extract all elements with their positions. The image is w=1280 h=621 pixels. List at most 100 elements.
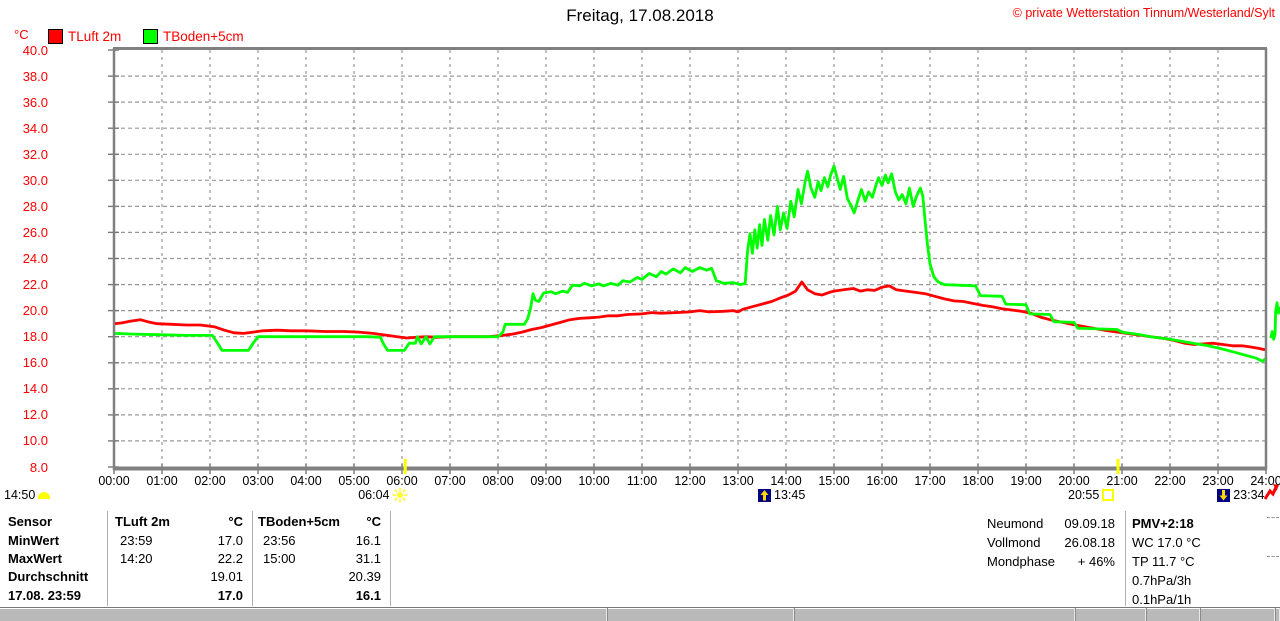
- y-tick-label: 28.0: [22, 198, 48, 214]
- stats-header-s1: TLuft 2m: [115, 514, 170, 529]
- moonset-icon: [1217, 488, 1231, 502]
- moonrise-icon: [758, 488, 771, 502]
- pmv-value: PMV+2:18: [1132, 516, 1194, 531]
- legend-swatch-green: [143, 29, 158, 44]
- stats-row-label: 17.08. 23:59: [8, 588, 82, 603]
- min-s1-time: 23:59: [120, 533, 153, 548]
- mondphase-value: + 46%: [1077, 554, 1115, 569]
- y-tick-label: 26.0: [22, 224, 48, 240]
- page-title: Freitag, 17.08.2018: [566, 6, 714, 25]
- moonrise-prev-marker: 14:50: [4, 488, 51, 502]
- last-s2-value: 16.1: [355, 588, 381, 603]
- y-tick-label: 32.0: [22, 146, 48, 162]
- max-s1-time: 14:20: [120, 551, 153, 566]
- x-tick-label: 02:00: [194, 474, 226, 488]
- vollmond-label: Vollmond: [987, 535, 1041, 550]
- sunrise-time: 06:04: [358, 488, 390, 502]
- x-tick-label: 19:00: [1010, 474, 1042, 488]
- min-s2-value: 16.1: [355, 533, 381, 548]
- table-separator: [1125, 511, 1126, 606]
- legend-swatch-red: [48, 29, 63, 44]
- x-tick-label: 09:00: [530, 474, 562, 488]
- moonset-time: 23:34: [1233, 488, 1265, 502]
- sun-icon: [392, 487, 408, 503]
- moonrise-time: 13:45: [774, 488, 806, 502]
- x-tick-label: 20:00: [1058, 474, 1090, 488]
- status-bar-panel: [1147, 608, 1201, 621]
- sunset-marker: 20:55: [1068, 488, 1115, 502]
- x-tick-label: 01:00: [146, 474, 178, 488]
- legend-item-tboden: TBoden+5cm: [143, 29, 244, 44]
- max-s2-time: 15:00: [263, 551, 296, 566]
- x-tick-label: 00:00: [98, 474, 130, 488]
- y-tick-label: 18.0: [22, 329, 48, 345]
- stats-row-label: Durchschnitt: [8, 569, 89, 584]
- x-tick-label: 05:00: [338, 474, 370, 488]
- max-s1-value: 22.2: [217, 551, 243, 566]
- y-tick-label: 24.0: [22, 251, 48, 266]
- trend-arrow-icon: [1264, 484, 1279, 500]
- legend-label-tboden: TBoden+5cm: [163, 29, 244, 44]
- legend-item-tluft: TLuft 2m: [48, 29, 121, 44]
- x-tick-label: 12:00: [674, 474, 706, 488]
- x-tick-label: 22:00: [1154, 474, 1186, 488]
- y-tick-label: 10.0: [22, 433, 48, 449]
- y-tick-label: 20.0: [22, 303, 48, 319]
- y-tick-label: 16.0: [22, 355, 48, 371]
- x-tick-label: 14:00: [770, 474, 802, 488]
- x-tick-label: 17:00: [914, 474, 946, 488]
- x-tick-label: 08:00: [482, 474, 514, 488]
- legend-label-tluft: TLuft 2m: [68, 29, 122, 44]
- y-tick-label: 36.0: [22, 94, 48, 110]
- stats-row-label: MaxWert: [8, 551, 62, 566]
- moon-dome-icon: [38, 491, 51, 499]
- status-bar-panel: [1076, 608, 1147, 621]
- y-tick-label: 12.0: [22, 407, 48, 423]
- status-bar: [0, 607, 1280, 621]
- mondphase-label: Mondphase: [987, 554, 1055, 569]
- x-tick-label: 11:00: [626, 474, 658, 488]
- x-tick-label: 07:00: [434, 474, 466, 488]
- edge-fragment-line: [1269, 301, 1280, 341]
- edge-dash: [1267, 517, 1279, 518]
- x-tick-label: 23:00: [1202, 474, 1234, 488]
- min-s1-value: 17.0: [217, 533, 243, 548]
- sunset-time: 20:55: [1068, 488, 1100, 502]
- copyright-text: © private Wetterstation Tinnum/Westerlan…: [1012, 6, 1275, 20]
- y-axis-unit-label: °C: [14, 27, 29, 42]
- stats-row-label: MinWert: [8, 533, 60, 548]
- sunrise-marker: 06:04: [358, 487, 408, 503]
- status-bar-panel: [1276, 608, 1280, 621]
- y-tick-label: 14.0: [22, 381, 48, 397]
- y-tick-label: 34.0: [22, 120, 48, 136]
- edge-dash: [1267, 556, 1279, 557]
- dewpoint-value: TP 11.7 °C: [1132, 554, 1195, 569]
- x-tick-label: 18:00: [962, 474, 994, 488]
- windchill-value: WC 17.0 °C: [1132, 535, 1201, 550]
- y-tick-label: 22.0: [22, 277, 48, 293]
- last-s1-value: 17.0: [217, 588, 243, 603]
- x-tick-label: 06:00: [386, 474, 418, 488]
- pressure-1h-value: 0.1hPa/1h: [1132, 592, 1192, 607]
- neumond-label: Neumond: [987, 516, 1044, 531]
- stats-header-sensor: Sensor: [8, 514, 53, 529]
- avg-s1-value: 19.01: [210, 569, 243, 584]
- x-tick-label: 04:00: [290, 474, 322, 488]
- status-bar-panel: [1201, 608, 1276, 621]
- stats-header-s2-unit: °C: [366, 514, 381, 529]
- series-tboden+5cm: [115, 164, 1265, 363]
- stats-header-s1-unit: °C: [228, 514, 243, 529]
- sunset-icon: [1102, 489, 1115, 501]
- x-tick-label: 24:00: [1250, 474, 1280, 488]
- moonrise-prev-time: 14:50: [4, 488, 36, 502]
- max-s2-value: 31.1: [355, 551, 381, 566]
- x-tick-label: 10:00: [578, 474, 610, 488]
- neumond-value: 09.09.18: [1064, 516, 1115, 531]
- temperature-chart-plot: [108, 47, 1280, 474]
- x-tick-label: 21:00: [1106, 474, 1138, 488]
- table-separator: [252, 511, 253, 606]
- y-tick-label: 40.0: [22, 42, 48, 58]
- x-tick-label: 16:00: [866, 474, 898, 488]
- vollmond-value: 26.08.18: [1064, 535, 1115, 550]
